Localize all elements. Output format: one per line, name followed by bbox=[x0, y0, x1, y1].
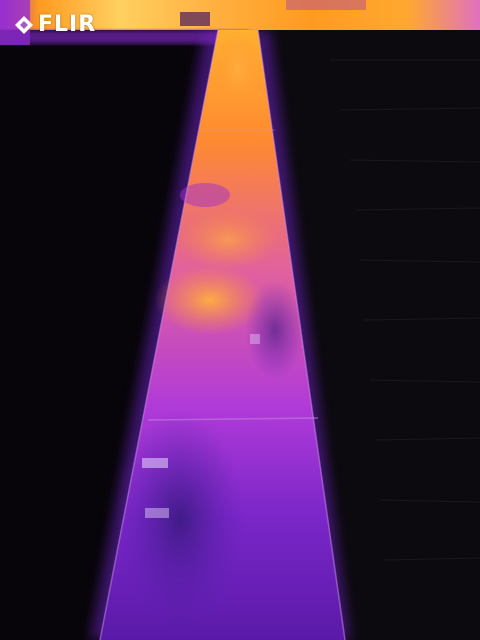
flir-logo: FLIR bbox=[14, 12, 97, 37]
logo-text: FLIR bbox=[38, 12, 97, 37]
flir-diamond-icon bbox=[15, 16, 33, 34]
